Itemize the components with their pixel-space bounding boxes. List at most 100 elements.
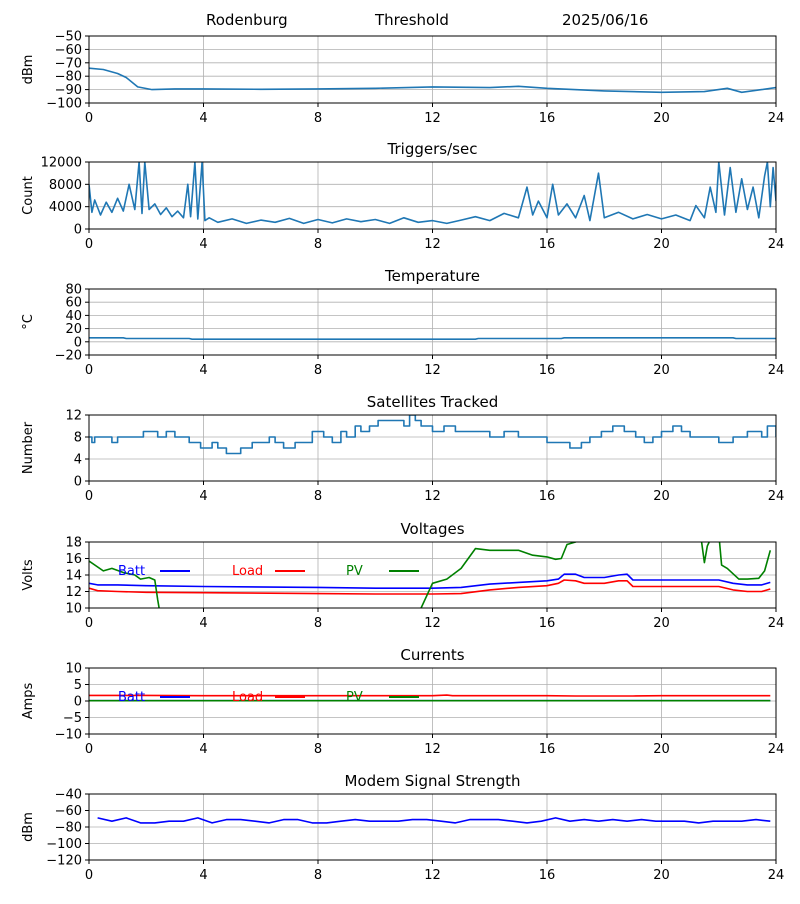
series-line-triggers (89, 162, 776, 225)
x-tick-label: 20 (653, 489, 670, 504)
x-tick-label: 24 (768, 237, 785, 252)
panel-title: Temperature (384, 267, 480, 285)
y-tick-label: −10 (55, 728, 82, 743)
x-tick-label: 24 (768, 489, 785, 504)
y-tick-label: 0 (74, 695, 82, 710)
x-tick-label: 8 (314, 489, 322, 504)
panel-title: Voltages (400, 520, 464, 538)
x-tick-label: 4 (199, 742, 207, 757)
x-tick-label: 4 (199, 237, 207, 252)
x-tick-label: 4 (199, 616, 207, 631)
x-tick-label: 8 (314, 616, 322, 631)
y-tick-label: 10 (65, 602, 82, 617)
y-tick-label: 10 (65, 662, 82, 677)
y-tick-label: 5 (74, 678, 82, 693)
x-tick-label: 12 (424, 868, 441, 883)
x-tick-label: 0 (85, 868, 93, 883)
x-tick-label: 4 (199, 868, 207, 883)
y-tick-label: −100 (46, 97, 82, 112)
series-line-load (89, 579, 771, 595)
x-tick-label: 0 (85, 742, 93, 757)
y-tick-label: −120 (46, 854, 82, 869)
x-tick-label: 8 (314, 742, 322, 757)
x-tick-label: 16 (539, 363, 556, 378)
y-tick-label: 18 (65, 536, 82, 551)
x-tick-label: 24 (768, 616, 785, 631)
legend-label-load: Load (232, 564, 263, 579)
y-tick-label: 12 (65, 585, 82, 600)
x-tick-label: 4 (199, 363, 207, 378)
x-tick-label: 24 (768, 742, 785, 757)
x-tick-label: 12 (424, 363, 441, 378)
x-tick-label: 20 (653, 111, 670, 126)
x-tick-label: 16 (539, 111, 556, 126)
y-axis-label: Count (21, 176, 36, 215)
x-tick-label: 24 (768, 868, 785, 883)
y-tick-label: −70 (55, 56, 82, 71)
x-tick-label: 8 (314, 868, 322, 883)
panel-title: Triggers/sec (387, 140, 478, 158)
y-tick-label: 12 (65, 409, 82, 424)
panel-title: Modem Signal Strength (345, 772, 521, 790)
series-line-load (89, 694, 771, 697)
x-tick-label: 0 (85, 489, 93, 504)
x-tick-label: 20 (653, 363, 670, 378)
y-tick-label: 20 (65, 322, 82, 337)
panel-title: Satellites Tracked (367, 393, 498, 411)
y-axis-label: Volts (21, 559, 36, 591)
x-tick-label: 12 (424, 489, 441, 504)
y-axis-label: dBm (21, 55, 36, 85)
x-tick-label: 16 (539, 616, 556, 631)
legend-label-pv: PV (346, 564, 363, 579)
y-tick-label: 8000 (49, 178, 82, 193)
y-tick-label: −20 (55, 349, 82, 364)
y-tick-label: −90 (55, 83, 82, 98)
x-tick-label: 12 (424, 616, 441, 631)
y-tick-label: 8 (74, 431, 82, 446)
y-tick-label: 0 (74, 475, 82, 490)
x-tick-label: 4 (199, 489, 207, 504)
y-tick-label: 0 (74, 335, 82, 350)
x-tick-label: 8 (314, 111, 322, 126)
x-tick-label: 0 (85, 363, 93, 378)
x-tick-label: 16 (539, 489, 556, 504)
x-tick-label: 24 (768, 363, 785, 378)
legend-label-batt: Batt (118, 564, 145, 579)
station-name: Rodenburg (206, 11, 288, 29)
y-tick-label: 4 (74, 453, 82, 468)
y-tick-label: 40 (65, 309, 82, 324)
y-tick-label: 12000 (41, 156, 82, 171)
x-tick-label: 12 (424, 237, 441, 252)
y-tick-label: 60 (65, 296, 82, 311)
date-label: 2025/06/16 (562, 11, 649, 29)
panel-title: Currents (400, 646, 464, 664)
series-line-threshold (89, 67, 776, 94)
series-line-temperature (89, 336, 776, 341)
x-tick-label: 20 (653, 616, 670, 631)
x-tick-label: 8 (314, 363, 322, 378)
y-tick-label: 0 (74, 223, 82, 238)
x-tick-label: 8 (314, 237, 322, 252)
y-axis-label: Amps (21, 682, 36, 719)
panel-satellites: 0 4 8 12 16 20 24 0 4 8 12 Satellites Tracked Number (21, 393, 784, 504)
x-tick-label: 20 (653, 237, 670, 252)
panel-modem: 0 4 8 12 16 20 24 −120 −100−80 −60−40 Modem Signal… (21, 772, 784, 883)
y-tick-label: −100 (46, 837, 82, 852)
y-tick-label: −40 (55, 788, 82, 803)
y-axis-label: °C (21, 314, 36, 330)
mode-label: Threshold (375, 11, 449, 29)
x-tick-label: 12 (424, 111, 441, 126)
y-tick-label: −60 (55, 804, 82, 819)
x-tick-label: 0 (85, 616, 93, 631)
legend-label-batt: Batt (118, 690, 145, 705)
panel-threshold: 0 4 8 12 16 20 24 −100−90−80−70−60−50 dBm (21, 30, 784, 127)
series-line-satellites (89, 415, 776, 455)
x-tick-label: 20 (653, 868, 670, 883)
panel-triggers: 0 4 8 12 16 20 24 0 4000 8000 12000 Triggers/sec Cou… (21, 140, 784, 252)
x-tick-label: 24 (768, 111, 785, 126)
